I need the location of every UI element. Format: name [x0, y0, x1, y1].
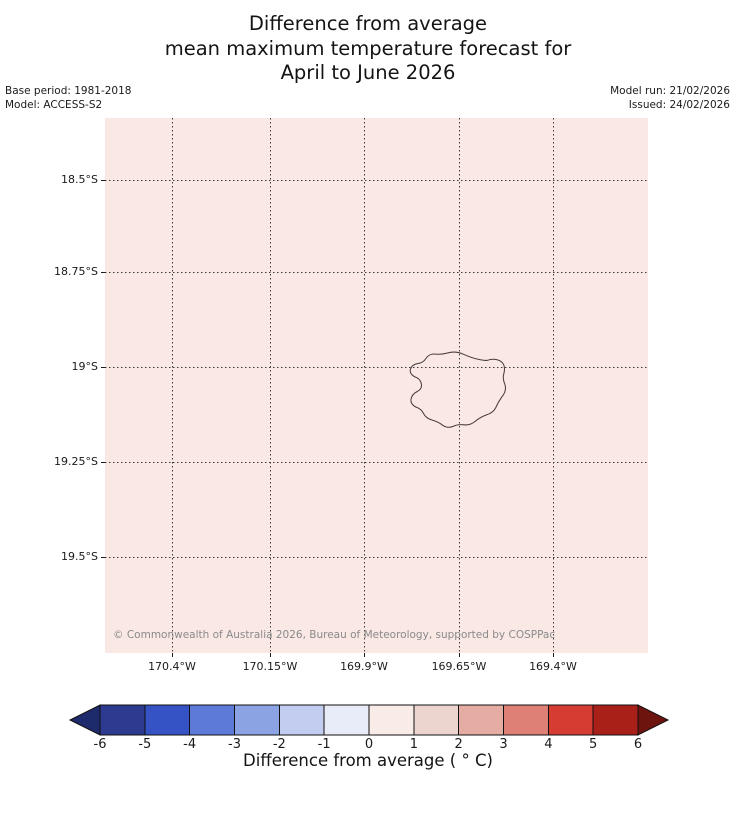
metadata-left: Base period: 1981-2018 Model: ACCESS-S2	[5, 84, 131, 112]
issued-label: Issued: 24/02/2026	[628, 99, 730, 111]
x-tick-mark	[270, 653, 271, 657]
colorbar-segment	[547, 704, 594, 736]
model-run-label: Model run: 21/02/2026	[610, 85, 730, 97]
y-tick-label: 19.5°S	[61, 550, 98, 563]
colorbar-extend-high	[637, 704, 670, 736]
colorbar-tick-label: 2	[454, 737, 463, 752]
y-tick-mark	[101, 272, 105, 273]
colorbar-graphics	[68, 704, 670, 736]
colorbar-tick-label: -4	[183, 737, 197, 752]
colorbar-tick-label: 4	[544, 737, 553, 752]
colorbar-extend-low	[68, 704, 101, 736]
x-tick-mark	[172, 653, 173, 657]
x-tick-mark	[364, 653, 365, 657]
y-tick-label: 18.75°S	[54, 265, 98, 278]
x-tick-label: 169.9°W	[340, 660, 388, 673]
colorbar-segment	[413, 704, 460, 736]
base-period-label: Base period: 1981-2018	[5, 85, 132, 97]
copyright-notice: © Commonwealth of Australia 2026, Bureau…	[113, 629, 556, 641]
map-plot-area: © Commonwealth of Australia 2026, Bureau…	[105, 118, 648, 653]
colorbar-segment	[368, 704, 415, 736]
x-tick-label: 170.15°W	[242, 660, 298, 673]
y-tick-mark	[101, 462, 105, 463]
gridlines	[105, 118, 648, 653]
title-line-1: Difference from average	[248, 12, 488, 35]
colorbar-tick-label: -2	[272, 737, 286, 752]
y-tick-mark	[101, 367, 105, 368]
colorbar-segment	[458, 704, 504, 736]
title-line-3: April to June 2026	[280, 61, 456, 84]
colorbar-segment	[323, 704, 370, 736]
colorbar-segment	[234, 704, 280, 736]
map-graphics	[105, 118, 648, 653]
colorbar-tick-label: -1	[317, 737, 331, 752]
page-title: Difference from average mean maximum tem…	[0, 12, 736, 86]
colorbar: Difference from average ( ° C) -6 -5 -4 -3 -…	[0, 694, 736, 804]
title-line-2: mean maximum temperature forecast for	[164, 36, 572, 60]
colorbar-tick-label: -5	[138, 737, 152, 752]
colorbar-label: Difference from average ( ° C)	[243, 751, 493, 770]
colorbar-segment	[503, 704, 549, 736]
x-tick-label: 169.65°W	[431, 660, 487, 673]
colorbar-segment	[99, 704, 146, 736]
colorbar-tick-label: 0	[364, 737, 374, 752]
y-tick-mark	[101, 180, 105, 181]
anomaly-field	[105, 118, 648, 653]
y-tick-label: 18.5°S	[61, 173, 98, 186]
colorbar-segment	[592, 704, 639, 736]
y-tick-label: 19.25°S	[54, 455, 98, 468]
model-label: Model: ACCESS-S2	[5, 99, 103, 111]
x-tick-mark	[459, 653, 460, 657]
colorbar-tick-label: 3	[499, 737, 508, 752]
colorbar-segment	[278, 704, 325, 736]
colorbar-tick-label: 1	[409, 737, 418, 752]
colorbar-segment	[189, 704, 236, 736]
island-coastline	[409, 351, 506, 428]
colorbar-tick-label: 5	[589, 737, 598, 752]
colorbar-tick-label: -3	[228, 737, 241, 752]
colorbar-segment	[144, 704, 191, 736]
x-tick-label: 169.4°W	[529, 660, 577, 673]
colorbar-tick-label: -6	[93, 737, 107, 752]
y-tick-mark	[101, 557, 105, 558]
y-tick-label: 19°S	[71, 360, 98, 373]
x-tick-mark	[553, 653, 554, 657]
metadata-right: Model run: 21/02/2026 Issued: 24/02/2026	[610, 84, 730, 112]
x-tick-label: 170.4°W	[148, 660, 196, 673]
colorbar-tick-label: 6	[633, 737, 643, 752]
